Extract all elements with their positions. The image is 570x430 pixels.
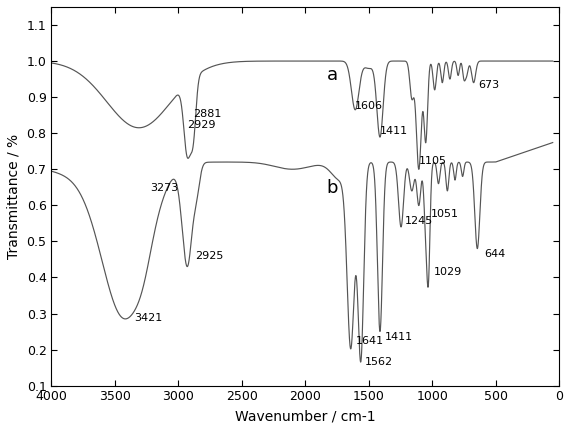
Text: 2929: 2929 [188, 120, 216, 129]
Text: 3273: 3273 [150, 183, 178, 193]
Text: 3421: 3421 [134, 313, 162, 322]
Text: 1411: 1411 [385, 332, 413, 342]
Text: 1606: 1606 [355, 101, 383, 111]
Text: 1641: 1641 [355, 336, 384, 346]
Text: 2881: 2881 [193, 109, 222, 119]
Y-axis label: Transmittance / %: Transmittance / % [7, 134, 21, 259]
Text: a: a [327, 67, 338, 84]
Text: 1105: 1105 [419, 156, 447, 166]
Text: b: b [327, 179, 338, 197]
Text: 1029: 1029 [434, 267, 462, 277]
X-axis label: Wavenumber / cm-1: Wavenumber / cm-1 [235, 409, 376, 423]
Text: 2925: 2925 [195, 251, 223, 261]
Text: 644: 644 [484, 249, 506, 259]
Text: 1051: 1051 [431, 209, 459, 218]
Text: 673: 673 [478, 80, 499, 90]
Text: 1411: 1411 [380, 126, 408, 136]
Text: 1245: 1245 [405, 216, 433, 226]
Text: 1562: 1562 [365, 357, 393, 367]
